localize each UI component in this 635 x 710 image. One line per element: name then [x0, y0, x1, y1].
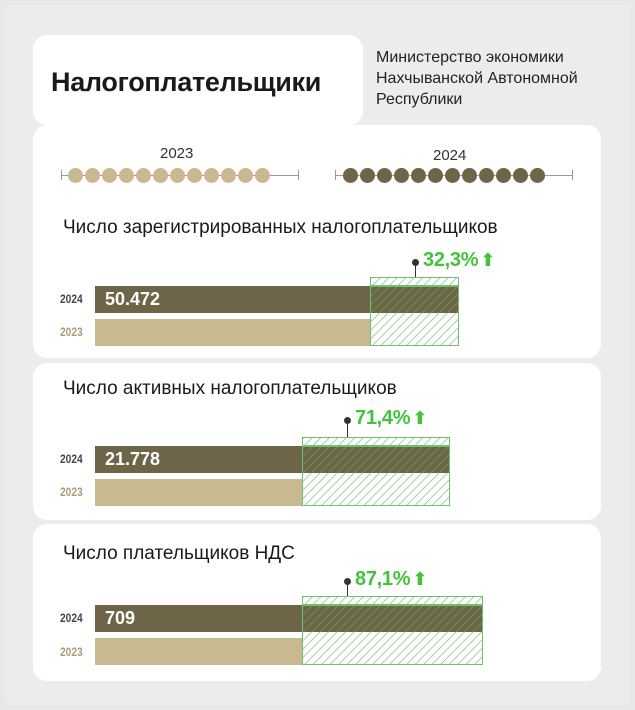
bar-2023 — [95, 319, 370, 346]
row-label-2024: 2024 — [60, 611, 83, 625]
growth-cap — [302, 437, 450, 446]
year-dot-2024 — [479, 168, 494, 183]
year-dot-2024 — [462, 168, 477, 183]
year-tick-2023-end — [298, 170, 299, 180]
row-label-2023: 2023 — [60, 485, 83, 499]
up-arrow-icon: ⬆ — [412, 569, 428, 589]
year-tick-2024-start — [335, 170, 336, 180]
year-label-2024: 2024 — [433, 147, 467, 164]
year-dot-2024 — [428, 168, 443, 183]
year-dot-2024 — [496, 168, 511, 183]
row-label-2024: 2024 — [60, 292, 83, 306]
growth-percent: 71,4% ⬆ — [355, 407, 428, 429]
metric-title-active: Число активных налогоплательщиков — [63, 378, 397, 399]
growth-pin — [344, 417, 351, 424]
year-dot-2023 — [221, 168, 236, 183]
bar-value-2024: 709 — [105, 608, 136, 628]
bar-value-2024: 50.472 — [105, 289, 161, 309]
growth-connector — [415, 263, 416, 277]
year-dot-2023 — [68, 168, 83, 183]
growth-connector — [347, 582, 348, 596]
year-dot-2024 — [394, 168, 409, 183]
year-dot-2023 — [102, 168, 117, 183]
growth-connector — [347, 421, 348, 437]
growth-pin — [412, 259, 419, 266]
year-dot-2024 — [360, 168, 375, 183]
year-dot-2024 — [530, 168, 545, 183]
year-dot-2023 — [187, 168, 202, 183]
bar-2023 — [95, 479, 302, 506]
growth-pin — [344, 578, 351, 585]
year-dot-2024 — [445, 168, 460, 183]
ministry-name: Министерство экономики Нахчыванской Авто… — [376, 47, 578, 110]
ministry-line-1: Министерство экономики — [376, 49, 564, 66]
year-dot-2023 — [170, 168, 185, 183]
year-dot-2023 — [238, 168, 253, 183]
year-tick-2023-start — [61, 170, 62, 180]
row-label-2024: 2024 — [60, 452, 83, 466]
row-label-2023: 2023 — [60, 325, 83, 339]
bar-value-2024: 21.778 — [105, 449, 161, 469]
year-dot-2023 — [85, 168, 100, 183]
growth-region — [302, 446, 450, 506]
bar-2023 — [95, 638, 302, 665]
year-tick-2024-end — [572, 170, 573, 180]
header-card — [33, 35, 363, 125]
growth-region — [302, 605, 483, 665]
up-arrow-icon: ⬆ — [480, 250, 496, 270]
year-dot-2023 — [204, 168, 219, 183]
year-dot-2023 — [255, 168, 270, 183]
year-dot-2023 — [119, 168, 134, 183]
growth-region — [370, 286, 459, 346]
growth-cap — [370, 277, 459, 286]
row-label-2023: 2023 — [60, 645, 83, 659]
ministry-line-2: Нахчыванской Автономной — [376, 70, 578, 87]
year-dot-2023 — [153, 168, 168, 183]
page-title: Налогоплательщики — [51, 67, 322, 97]
year-dot-2024 — [377, 168, 392, 183]
year-dot-2024 — [411, 168, 426, 183]
year-dot-2023 — [136, 168, 151, 183]
infographic-page: Налогоплательщики Министерство экономики… — [5, 5, 630, 705]
year-dot-2024 — [343, 168, 358, 183]
ministry-line-3: Республики — [376, 91, 463, 108]
metric-title-vat: Число плательщиков НДС — [63, 543, 295, 564]
growth-percent: 87,1% ⬆ — [355, 568, 428, 590]
up-arrow-icon: ⬆ — [412, 408, 428, 428]
year-dot-2024 — [513, 168, 528, 183]
year-label-2023: 2023 — [160, 145, 194, 162]
metric-title-registered: Число зарегистрированных налогоплательщи… — [63, 217, 498, 238]
growth-percent: 32,3% ⬆ — [423, 249, 496, 271]
growth-cap — [302, 596, 483, 605]
